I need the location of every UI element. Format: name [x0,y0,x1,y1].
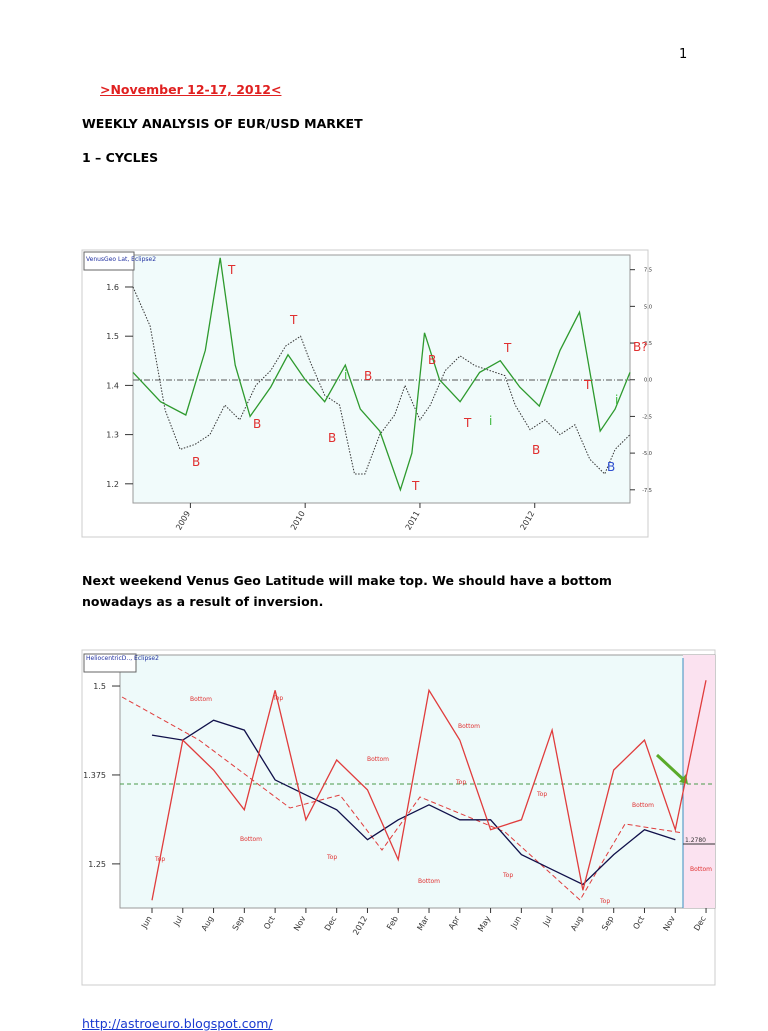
paragraph: Next weekend Venus Geo Latitude will mak… [82,573,612,609]
y2-tick-label: -5.0 [642,451,652,457]
box-label: VenusGeo Lat, Eclipse2 [86,256,156,263]
box-label: HeliocentricD.., Eclipse2 [86,655,159,662]
annotation: B [532,443,540,457]
highlight-region [683,655,715,908]
annotation: B [428,353,436,367]
y-tick-label: 1.25 [88,860,106,869]
y2-tick-label: 2.5 [644,341,652,347]
y-tick-label: 1.4 [106,381,119,390]
series-line [132,257,631,492]
annotation: Top [599,898,610,905]
y-tick-label: 1.6 [106,283,119,292]
annotation: Top [455,779,466,786]
annotation: B [253,417,261,431]
annotation: Top [502,872,513,879]
price-label: 1.2780 [685,837,706,844]
annotation: T [583,378,592,392]
y2-tick-label: 0.0 [644,378,652,384]
annotation: Bottom [240,836,262,843]
box-label-frame [83,251,135,271]
annotation: T [503,341,512,355]
series-line [151,680,707,901]
annotation: T [463,416,472,430]
annotation: i [344,368,347,382]
annotation: Top [154,856,165,863]
section-heading: 1 – CYCLES [82,150,159,165]
annotation: Bottom [690,866,712,873]
trend-line [121,696,684,901]
plot-area [119,654,716,909]
box-label-frame [83,653,137,673]
annotation: Bottom [190,696,212,703]
series-line [151,719,676,886]
page-number: 1 [679,47,688,62]
doc-title: WEEKLY ANALYSIS OF EUR/USD MARKET [82,116,363,131]
y2-tick-label: -7.5 [642,488,652,494]
annotation: B [192,455,200,469]
annotation: Bottom [418,878,440,885]
y-tick-label: 1.2 [106,480,119,489]
annotation: Bottom [458,723,480,730]
annotation: B? [633,340,648,354]
y2-tick-label: 5.0 [644,304,652,310]
annotation: Top [326,854,337,861]
y-tick-label: 1.5 [93,682,106,691]
annotation: Top [272,695,283,702]
annotation: B [364,369,372,383]
annotation: i [489,414,492,428]
annotation: T [411,479,420,493]
annotation: Bottom [632,802,654,809]
annotation: i [615,393,618,407]
y-tick-label: 1.3 [106,431,119,440]
y2-tick-label: 7.5 [644,268,652,274]
annotation: Bottom [367,756,389,763]
annotation: Top [536,791,547,798]
annotation: T [227,263,236,277]
series-line [132,286,631,475]
annotation: B [607,460,615,474]
plot-area [132,254,631,504]
y2-tick-label: -2.5 [642,414,652,420]
y-tick-label: 1.375 [83,771,106,780]
annotation: T [289,313,298,327]
arrow [655,753,687,783]
y-tick-label: 1.5 [106,332,119,341]
annotation: B [328,431,336,445]
date-line: >November 12-17, 2012< [100,82,282,97]
